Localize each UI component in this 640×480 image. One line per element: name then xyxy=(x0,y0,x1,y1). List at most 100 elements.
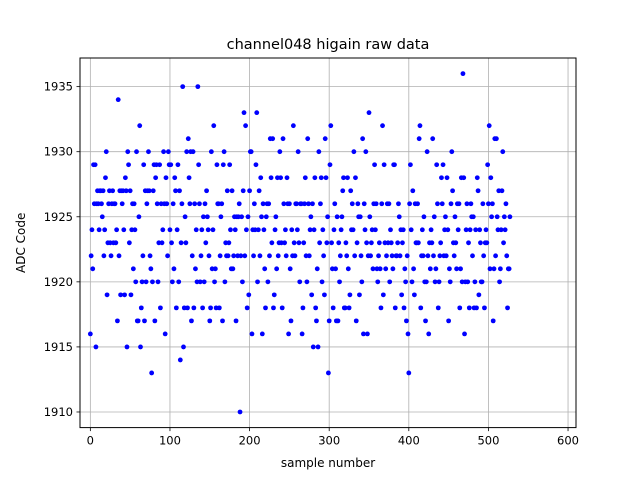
data-point xyxy=(237,409,243,415)
data-point xyxy=(300,305,306,311)
data-point xyxy=(100,188,106,194)
x-tick-label: 0 xyxy=(87,434,94,448)
data-point xyxy=(409,279,415,285)
data-point xyxy=(131,201,137,207)
data-point xyxy=(140,253,146,259)
data-point xyxy=(315,344,321,350)
y-axis-ticks: 1910 1915 1920 1925 1930 1935 xyxy=(44,80,80,419)
data-point xyxy=(135,318,141,324)
data-point xyxy=(484,240,490,246)
data-point xyxy=(136,214,142,220)
data-point xyxy=(283,253,289,259)
data-point xyxy=(415,201,420,207)
data-point xyxy=(102,227,108,233)
data-point xyxy=(339,214,345,220)
data-point xyxy=(189,253,195,259)
data-point xyxy=(183,240,189,246)
data-point xyxy=(408,162,413,168)
data-point xyxy=(404,318,409,324)
data-point xyxy=(453,240,459,246)
data-point xyxy=(157,162,163,168)
data-point xyxy=(431,253,436,259)
data-point xyxy=(118,292,124,298)
data-point xyxy=(290,123,296,129)
data-point xyxy=(220,162,226,168)
data-point xyxy=(368,240,374,246)
data-point xyxy=(341,175,346,181)
data-point xyxy=(269,240,275,246)
data-point xyxy=(185,136,191,142)
data-point xyxy=(454,266,459,272)
data-point xyxy=(245,214,251,220)
data-point xyxy=(478,240,483,246)
y-tick-label: 1915 xyxy=(44,340,73,354)
data-point xyxy=(302,201,307,207)
data-point xyxy=(273,214,279,220)
data-point xyxy=(277,149,283,155)
data-point xyxy=(203,240,209,246)
data-point xyxy=(325,214,331,220)
data-point xyxy=(146,149,151,155)
data-point xyxy=(444,175,450,181)
data-point xyxy=(333,266,338,272)
data-point xyxy=(486,201,491,207)
data-point xyxy=(443,214,448,220)
data-point xyxy=(364,240,370,246)
data-point xyxy=(466,305,472,311)
data-point xyxy=(283,227,288,233)
x-tick-label: 300 xyxy=(318,434,340,448)
data-point xyxy=(162,331,168,337)
data-point xyxy=(318,201,323,207)
data-point xyxy=(456,201,462,207)
data-point xyxy=(124,344,130,350)
data-point xyxy=(340,188,346,194)
data-point xyxy=(192,201,198,207)
data-point xyxy=(180,84,186,90)
data-point xyxy=(497,266,503,272)
data-point xyxy=(381,162,387,168)
data-point xyxy=(185,305,190,311)
data-point xyxy=(302,175,308,181)
data-point xyxy=(240,188,246,194)
data-point xyxy=(334,214,340,220)
data-point xyxy=(359,279,365,285)
data-point xyxy=(327,162,333,168)
data-point xyxy=(361,201,367,207)
data-point xyxy=(224,188,230,194)
data-point xyxy=(126,162,131,168)
data-point xyxy=(376,253,381,259)
data-point xyxy=(163,175,169,181)
data-point xyxy=(242,253,248,259)
data-point xyxy=(474,175,480,181)
data-point xyxy=(280,136,286,142)
data-point xyxy=(154,201,160,207)
data-point xyxy=(501,240,506,246)
data-point xyxy=(307,227,313,233)
data-point xyxy=(392,162,397,168)
data-point xyxy=(318,175,324,181)
data-point xyxy=(175,162,181,168)
data-point xyxy=(159,240,165,246)
data-point xyxy=(116,253,122,259)
data-point xyxy=(406,370,412,376)
data-point xyxy=(161,149,166,155)
data-point xyxy=(87,331,93,337)
data-point xyxy=(326,318,332,324)
data-point xyxy=(274,266,280,272)
data-point xyxy=(415,240,421,246)
x-axis-label: sample number xyxy=(281,456,375,470)
data-point xyxy=(372,227,378,233)
data-point xyxy=(182,214,188,220)
data-point xyxy=(289,227,295,233)
data-point xyxy=(347,292,353,298)
data-point xyxy=(143,279,149,285)
data-point xyxy=(301,240,307,246)
data-point xyxy=(360,136,366,142)
data-point xyxy=(500,149,506,155)
data-point xyxy=(447,266,452,272)
data-point xyxy=(405,331,411,337)
chart-title: channel048 higain raw data xyxy=(227,37,430,53)
data-point xyxy=(177,188,182,194)
data-point xyxy=(292,253,298,259)
data-point xyxy=(113,240,119,246)
